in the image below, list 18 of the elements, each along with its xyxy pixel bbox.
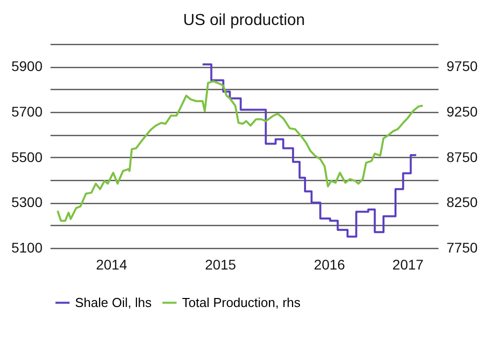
y2-tick-label: 9750 (446, 58, 478, 74)
y2-tick-label: 9250 (446, 104, 478, 120)
y-tick-label: 5500 (11, 148, 43, 165)
legend-label: Total Production, rhs (182, 294, 302, 310)
y2-tick-label: 8250 (446, 194, 478, 210)
y-tick-label: 5700 (11, 104, 43, 120)
x-tick-label: 2016 (314, 256, 346, 272)
y2-tick-label: 8750 (446, 148, 478, 165)
y-tick-label: 5300 (11, 194, 43, 210)
line-series (56, 80, 424, 222)
x-tick-label: 2014 (96, 256, 128, 272)
x-tick-label: 2015 (204, 256, 236, 272)
y2-tick-label: 7750 (446, 240, 478, 256)
legend-label: Shale Oil, lhs (75, 294, 152, 310)
x-tick-label: 2017 (392, 256, 424, 272)
y-tick-label: 5900 (11, 58, 43, 74)
y-tick-label: 5100 (11, 240, 43, 256)
chart-title: US oil production (183, 12, 305, 29)
